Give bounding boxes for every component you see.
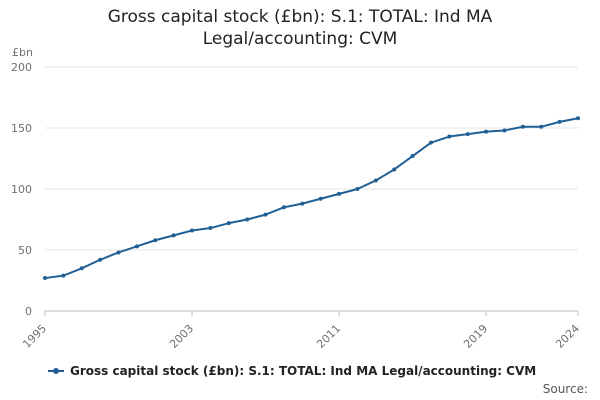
data-point[interactable] [447,134,452,139]
y-tick-label: 150 [11,122,32,135]
legend-swatch-icon [48,365,64,377]
data-point[interactable] [98,257,103,262]
source-label: Source: [542,382,588,396]
data-point[interactable] [428,140,433,145]
data-point[interactable] [465,132,470,137]
legend[interactable]: Gross capital stock (£bn): S.1: TOTAL: I… [48,364,536,378]
data-point[interactable] [116,250,121,255]
y-tick-label: 200 [11,61,32,74]
data-point[interactable] [410,154,415,159]
y-axis-ticks: 0 50 100 150 200 [11,61,32,318]
x-tick-label: 2003 [167,322,196,351]
chart-title: Gross capital stock (£bn): S.1: TOTAL: I… [0,6,600,50]
data-point[interactable] [318,196,323,201]
data-point[interactable] [245,217,250,222]
data-point[interactable] [300,201,305,206]
data-point[interactable] [484,129,489,134]
data-point[interactable] [392,167,397,172]
data-point[interactable] [171,233,176,238]
data-point[interactable] [502,128,507,133]
x-tick-label: 2024 [553,322,582,351]
y-tick-label: 50 [18,244,32,257]
y-tick-label: 100 [11,183,32,196]
data-point[interactable] [263,212,268,217]
data-point[interactable] [281,205,286,210]
data-point[interactable] [79,266,84,271]
data-point[interactable] [373,178,378,183]
data-point[interactable] [153,238,158,243]
data-point[interactable] [539,124,544,129]
data-point[interactable] [557,119,562,124]
data-point[interactable] [208,226,213,231]
x-tick-label: 2019 [461,322,490,351]
data-point[interactable] [520,124,525,129]
series-line [44,117,579,280]
x-tick-label: 1995 [20,322,49,351]
chart-title-line-2: Legal/accounting: CVM [202,29,398,49]
x-axis-ticks: 1995 2003 2011 2019 2024 [20,311,582,351]
data-point[interactable] [134,244,139,249]
x-tick-label: 2011 [314,322,343,351]
data-point[interactable] [576,116,580,121]
gridlines [45,66,578,312]
data-point[interactable] [61,273,66,278]
legend-label: Gross capital stock (£bn): S.1: TOTAL: I… [70,364,537,378]
chart-title-line-1: Gross capital stock (£bn): S.1: TOTAL: I… [107,7,493,27]
series-group [43,116,580,281]
y-tick-label: 0 [25,305,32,318]
data-point[interactable] [226,221,231,226]
data-point[interactable] [43,276,47,281]
data-point[interactable] [355,187,360,191]
data-point[interactable] [190,228,195,233]
data-point[interactable] [337,191,342,196]
y-axis-unit-label: £bn [12,46,33,59]
